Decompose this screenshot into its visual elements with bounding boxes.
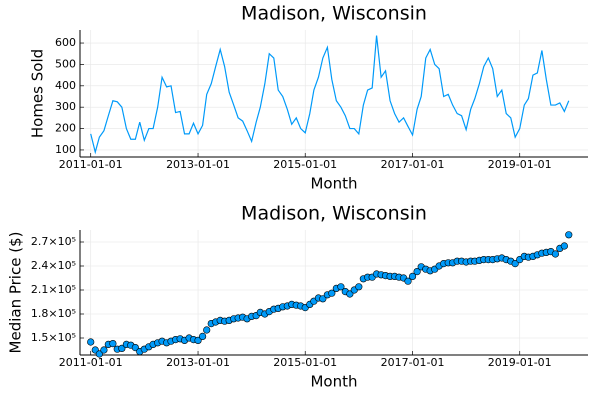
point (194, 336, 202, 345)
point (551, 250, 560, 258)
point (408, 272, 417, 281)
y-tick-label: 2.1×10⁵ (31, 283, 76, 296)
point (319, 295, 327, 303)
x-axis-label: Month (310, 175, 357, 193)
point (565, 231, 573, 239)
chart-title: Madison, Wisconsin (241, 203, 427, 225)
point (87, 338, 95, 346)
point (346, 290, 354, 298)
point (203, 326, 211, 334)
point (511, 260, 519, 268)
point (118, 344, 126, 353)
point (355, 283, 363, 291)
point (95, 350, 103, 358)
x-tick-label: 2017-01-01 (381, 158, 445, 171)
y-tick-label: 500 (55, 57, 76, 70)
x-tick-label: 2013-01-01 (166, 356, 230, 369)
point (198, 332, 207, 341)
y-axis-label: Homes Sold (29, 49, 47, 138)
point (413, 268, 421, 276)
y-tick-label: 300 (55, 100, 76, 113)
x-tick-label: 2011-01-01 (59, 356, 123, 369)
x-tick-label: 2015-01-01 (273, 158, 337, 171)
x-axis-label: Month (310, 373, 357, 391)
y-tick-label: 2.4×10⁵ (31, 259, 76, 272)
y-tick-label: 600 (55, 36, 76, 49)
line-series (90, 35, 570, 155)
x-tick-label: 2019-01-01 (488, 356, 552, 369)
x-tick-label: 2017-01-01 (381, 356, 445, 369)
point (328, 289, 336, 297)
y-tick-label: 200 (55, 122, 76, 135)
point (100, 346, 108, 354)
point (109, 340, 117, 348)
y-tick-label: 1.5×10⁵ (31, 331, 76, 344)
x-tick-label: 2011-01-01 (59, 158, 123, 171)
y-tick-label: 400 (55, 79, 76, 92)
chart-title: Madison, Wisconsin (241, 3, 427, 25)
x-tick-label: 2015-01-01 (273, 356, 337, 369)
y-axis-label: Median Price ($) (7, 232, 25, 354)
y-tick-label: 2.7×10⁵ (31, 235, 76, 248)
x-tick-label: 2013-01-01 (166, 158, 230, 171)
x-tick-label: 2019-01-01 (488, 158, 552, 171)
y-tick-label: 1.8×10⁵ (31, 307, 76, 320)
y-tick-label: 100 (55, 143, 76, 156)
point (337, 283, 345, 291)
point (131, 344, 139, 352)
point (404, 277, 412, 285)
point (560, 242, 568, 250)
